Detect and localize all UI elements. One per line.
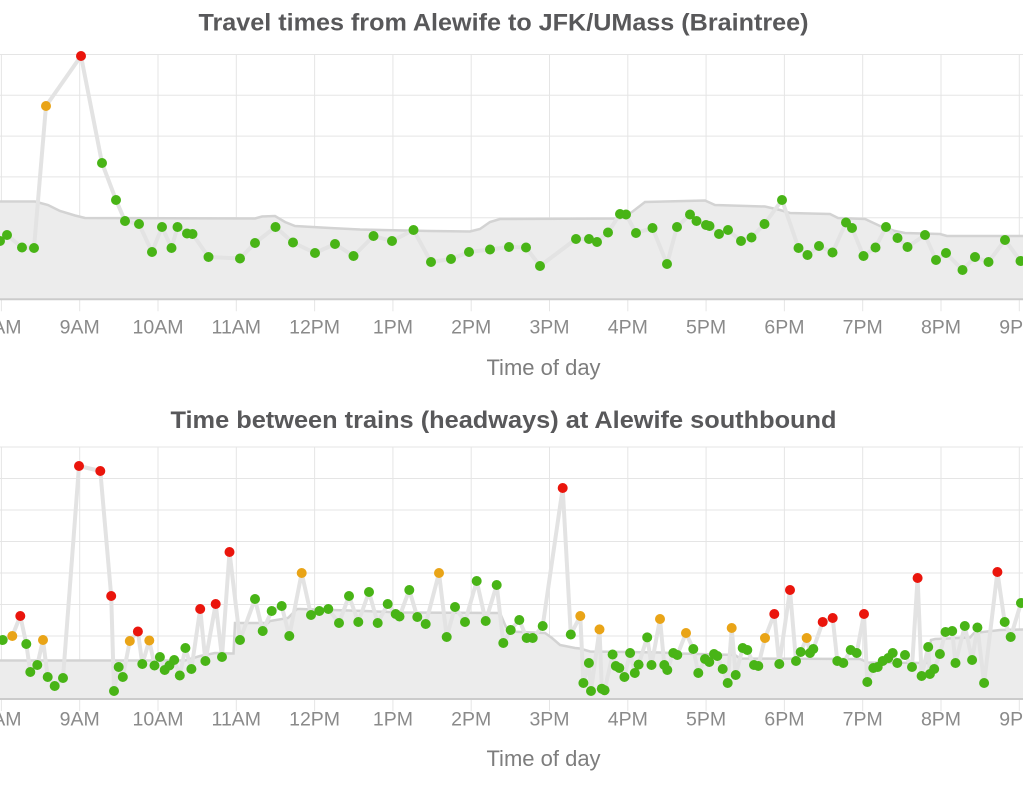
svg-text:2PM: 2PM xyxy=(451,709,491,731)
svg-text:6PM: 6PM xyxy=(764,709,804,731)
svg-text:5PM: 5PM xyxy=(686,709,726,731)
svg-text:8AM: 8AM xyxy=(0,709,21,731)
svg-text:1PM: 1PM xyxy=(373,317,413,339)
svg-text:Time of day: Time of day xyxy=(486,355,600,380)
svg-text:Time of day: Time of day xyxy=(486,746,600,771)
svg-text:12PM: 12PM xyxy=(289,709,340,731)
svg-text:10AM: 10AM xyxy=(133,317,184,339)
svg-text:6PM: 6PM xyxy=(764,317,804,339)
svg-text:9AM: 9AM xyxy=(60,709,100,731)
svg-text:5PM: 5PM xyxy=(686,317,726,339)
svg-text:Time between trains (headways): Time between trains (headways) at Alewif… xyxy=(171,407,837,434)
svg-text:8PM: 8PM xyxy=(921,709,961,731)
svg-text:Travel times from Alewife to J: Travel times from Alewife to JFK/UMass (… xyxy=(199,10,809,37)
svg-text:4PM: 4PM xyxy=(608,709,648,731)
svg-text:9PM: 9PM xyxy=(999,317,1023,339)
svg-text:2PM: 2PM xyxy=(451,317,491,339)
svg-text:7PM: 7PM xyxy=(843,317,883,339)
svg-text:10AM: 10AM xyxy=(133,709,184,731)
svg-text:9PM: 9PM xyxy=(999,709,1023,731)
svg-text:8AM: 8AM xyxy=(0,317,21,339)
svg-text:3PM: 3PM xyxy=(529,317,569,339)
svg-text:9AM: 9AM xyxy=(60,317,100,339)
svg-text:12PM: 12PM xyxy=(289,317,340,339)
svg-text:1PM: 1PM xyxy=(373,709,413,731)
svg-text:8PM: 8PM xyxy=(921,317,961,339)
svg-text:7PM: 7PM xyxy=(843,709,883,731)
svg-text:4PM: 4PM xyxy=(608,317,648,339)
svg-text:3PM: 3PM xyxy=(529,709,569,731)
svg-text:11AM: 11AM xyxy=(212,709,262,731)
svg-text:11AM: 11AM xyxy=(212,317,262,339)
